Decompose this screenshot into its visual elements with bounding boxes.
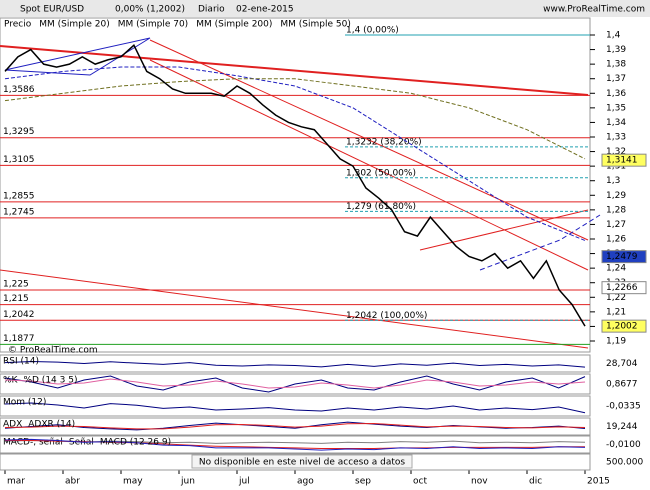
level-label: 1,2855 [3, 191, 35, 201]
price-marker-label: 1,3141 [606, 156, 638, 166]
indicator-value: -0,0100 [606, 440, 641, 450]
period: Diario [198, 5, 225, 15]
change: 0,00% (1,2002) [115, 5, 185, 15]
y-tick-label: 1,22 [606, 293, 626, 303]
indicator-label: MACD-, señal [3, 438, 63, 448]
x-tick-label: jun [180, 477, 195, 487]
fib-label: 1,2042 (100,00%) [346, 311, 427, 321]
indicator-label: ADXR (14) [28, 420, 75, 430]
price-marker-label: 1,2266 [606, 283, 638, 293]
y-tick-label: 1,35 [606, 103, 626, 113]
indicator-line [4, 402, 586, 414]
x-tick-label: jul [238, 477, 250, 487]
price-marker-label: 1,2002 [606, 322, 638, 332]
legend-entry: MM (Simple 20) [39, 20, 109, 30]
level-label: 1,225 [3, 280, 29, 290]
x-tick-label: sep [355, 477, 371, 487]
header-bar [0, 0, 650, 17]
fib-label: 1,302 (50,00%) [346, 168, 416, 178]
instrument: Spot EUR/USD [20, 5, 84, 15]
legend-entry: MM (Simple 50) [280, 20, 350, 30]
x-tick-label: mar [7, 477, 25, 487]
y-tick-label: 1,4 [606, 31, 621, 41]
moving-average [4, 78, 586, 160]
indicator-label: %D (14 3 5) [23, 376, 77, 386]
indicator-line [4, 360, 586, 368]
level-label: 1,2042 [3, 310, 35, 320]
indicator-label: ADX [3, 420, 22, 430]
y-tick-label: 1,3 [606, 176, 620, 186]
level-label: 1,215 [3, 294, 29, 304]
legend-entry: Precio [4, 20, 32, 30]
x-tick-label: may [123, 477, 143, 487]
x-tick-label: oct [413, 477, 427, 487]
indicator-label: MACD (12 26 9) [100, 438, 171, 448]
volume-label: 500.000 [606, 458, 643, 468]
level-label: 1,1877 [3, 334, 35, 344]
price-marker-label: 1,2479 [606, 252, 638, 262]
y-tick-label: 1,32 [606, 147, 626, 157]
y-tick-label: 1,28 [606, 205, 626, 215]
notice-box [191, 454, 413, 469]
watermark: © ProRealTime.com [8, 346, 98, 356]
x-tick-label: abr [65, 477, 80, 487]
y-tick-label: 1,19 [606, 337, 626, 347]
y-tick-label: 1,26 [606, 235, 626, 245]
indicator-label: RSI (14) [3, 357, 39, 367]
x-tick-label: ago [297, 477, 314, 487]
indicator-line [4, 378, 586, 389]
indicator-label: Mom (12) [3, 398, 46, 408]
y-tick-label: 1,21 [606, 307, 626, 317]
price-marker [601, 319, 647, 333]
price-marker [601, 250, 647, 264]
price-marker [601, 153, 647, 167]
y-tick-label: 1,24 [606, 264, 626, 274]
y-tick-label: 1,34 [606, 118, 626, 128]
legend-entry: MM (Simple 200) [196, 20, 272, 30]
main-frame [0, 17, 591, 353]
fib-label: 1,3232 (38,20%) [346, 137, 422, 147]
y-tick-label: 1,38 [606, 60, 626, 70]
indicator-line [4, 438, 586, 451]
indicator-value: -0,0335 [606, 402, 641, 412]
y-tick-label: 1,37 [606, 74, 626, 84]
volume-frame [0, 453, 591, 471]
panel-frame [0, 354, 591, 373]
panel-frame [0, 417, 591, 436]
x-tick-label: dic [529, 477, 542, 487]
panel-frame [0, 395, 591, 417]
y-tick-label: 1,33 [606, 133, 626, 143]
indicator-value: 0,8677 [606, 380, 638, 390]
panel-frame [0, 435, 591, 454]
level-label: 1,3105 [3, 155, 35, 165]
site: www.ProRealTime.com [543, 5, 645, 15]
y-tick-label: 1,36 [606, 89, 626, 99]
moving-average [4, 66, 586, 241]
x-tick-label: nov [471, 477, 488, 487]
y-tick-label: 1,29 [606, 191, 626, 201]
level-label: 1,2745 [3, 207, 35, 217]
date: 02-ene-2015 [236, 5, 294, 15]
price-line [4, 43, 586, 327]
indicator-value: 19,244 [606, 422, 638, 432]
notice: No disponible en este nivel de acceso a … [199, 458, 405, 468]
legend-entry: MM (Simple 70) [118, 20, 188, 30]
y-tick-label: 1,27 [606, 220, 626, 230]
price-marker [601, 281, 647, 295]
fib-label: 1,279 (61,80%) [346, 202, 416, 212]
indicator-value: 28,704 [606, 359, 638, 369]
y-tick-label: 1,39 [606, 45, 626, 55]
x-tick-label: 2015 [587, 477, 610, 487]
indicator-line [4, 422, 586, 430]
panel-frame [0, 373, 591, 395]
indicator-line [4, 375, 586, 393]
level-label: 1,3586 [3, 85, 35, 95]
level-label: 1,3295 [3, 127, 35, 137]
fib-label: 1,4 (0,00%) [346, 26, 399, 36]
